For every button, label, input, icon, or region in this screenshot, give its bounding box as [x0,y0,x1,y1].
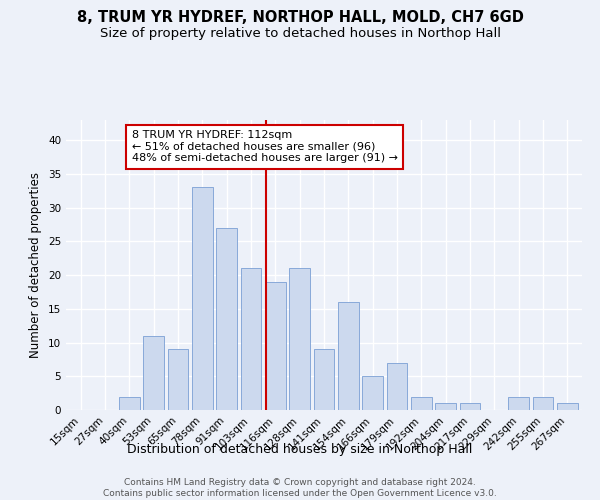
Bar [216,228,237,410]
Bar [314,350,334,410]
Bar [460,404,481,410]
Bar [338,302,359,410]
Bar [557,404,578,410]
Bar [119,396,140,410]
Bar [265,282,286,410]
Text: Distribution of detached houses by size in Northop Hall: Distribution of detached houses by size … [127,442,473,456]
Bar [362,376,383,410]
Bar [289,268,310,410]
Text: Contains HM Land Registry data © Crown copyright and database right 2024.
Contai: Contains HM Land Registry data © Crown c… [103,478,497,498]
Text: 8, TRUM YR HYDREF, NORTHOP HALL, MOLD, CH7 6GD: 8, TRUM YR HYDREF, NORTHOP HALL, MOLD, C… [77,10,523,25]
Bar [533,396,553,410]
Bar [386,363,407,410]
Bar [143,336,164,410]
Bar [192,188,212,410]
Bar [241,268,262,410]
Text: 8 TRUM YR HYDREF: 112sqm
← 51% of detached houses are smaller (96)
48% of semi-d: 8 TRUM YR HYDREF: 112sqm ← 51% of detach… [132,130,398,164]
Bar [167,350,188,410]
Y-axis label: Number of detached properties: Number of detached properties [29,172,43,358]
Bar [508,396,529,410]
Bar [436,404,456,410]
Bar [411,396,432,410]
Text: Size of property relative to detached houses in Northop Hall: Size of property relative to detached ho… [100,28,500,40]
